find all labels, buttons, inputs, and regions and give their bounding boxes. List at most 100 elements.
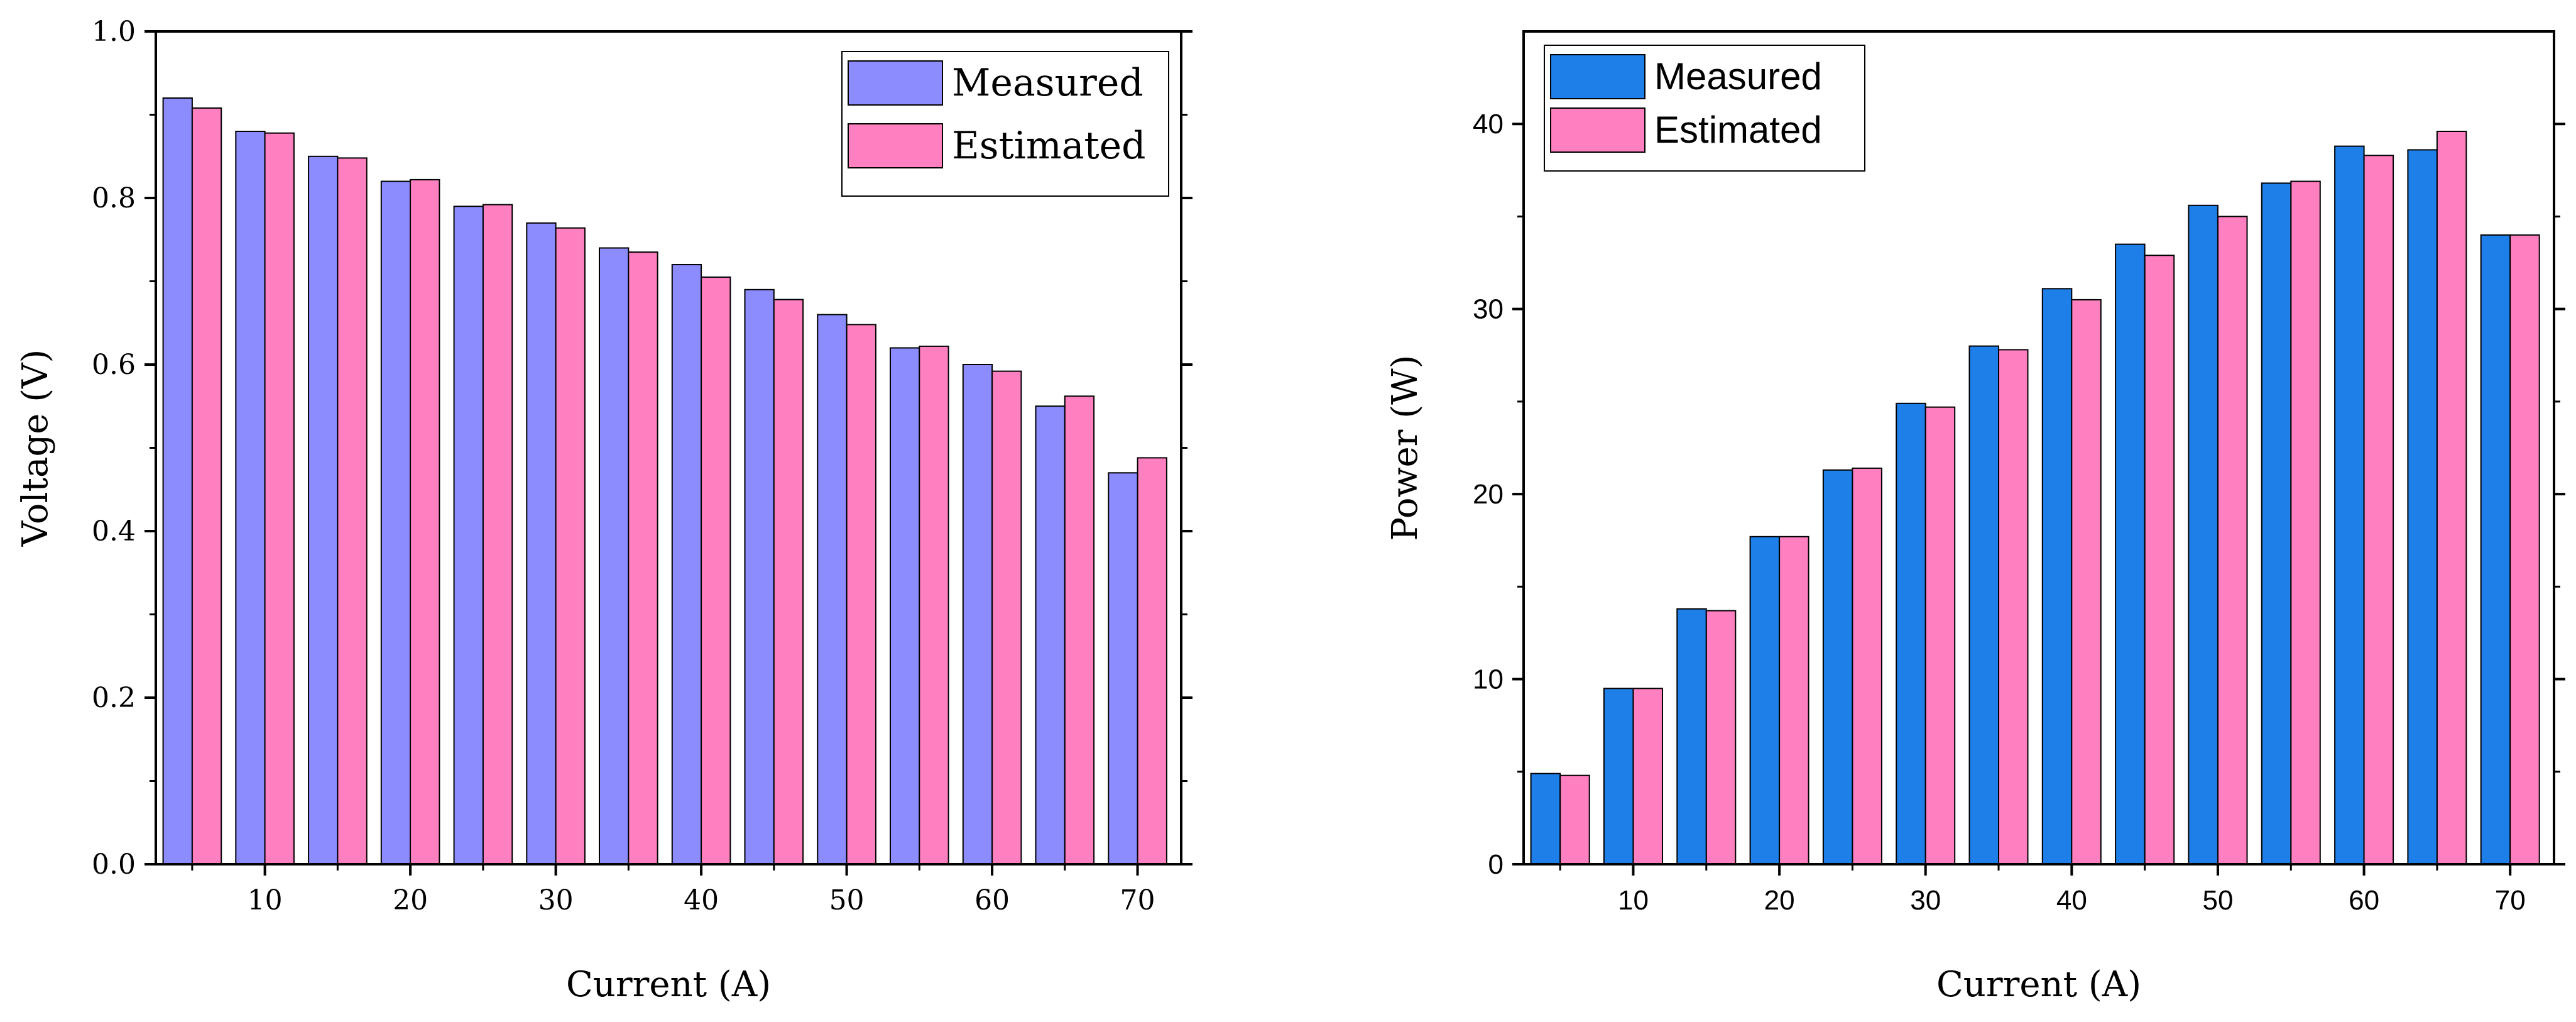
- y-tick-label: 0: [1488, 849, 1504, 880]
- y-tick-label: 0.0: [92, 849, 136, 881]
- legend: Measured Estimated: [1544, 45, 1865, 172]
- bar-estimated-65: [2436, 131, 2467, 865]
- bar-measured-30: [1896, 402, 1926, 865]
- bar-estimated-65: [1064, 395, 1095, 865]
- bar-estimated-50: [2217, 216, 2248, 865]
- bar-estimated-30: [555, 227, 586, 865]
- bar-estimated-70: [1137, 457, 1167, 865]
- bar-measured-20: [1749, 536, 1781, 865]
- bar-estimated-20: [410, 179, 440, 865]
- bar-measured-5: [162, 97, 193, 865]
- bar-measured-55: [890, 347, 920, 865]
- bar-measured-5: [1530, 772, 1561, 865]
- bar-measured-25: [1822, 469, 1853, 865]
- x-tick-label: 50: [2202, 885, 2233, 916]
- bar-measured-50: [2188, 204, 2219, 865]
- bar-measured-35: [599, 247, 630, 865]
- bar-estimated-45: [2144, 255, 2175, 865]
- bar-estimated-25: [482, 204, 513, 865]
- bar-estimated-40: [2071, 299, 2102, 865]
- bar-measured-10: [235, 131, 266, 865]
- bar-estimated-70: [2509, 234, 2540, 865]
- x-tick-label: 40: [2056, 885, 2087, 916]
- bar-estimated-15: [337, 157, 368, 865]
- legend-label-measured: Measured: [952, 61, 1143, 105]
- bar-measured-60: [2334, 145, 2365, 865]
- bar-measured-30: [526, 222, 557, 865]
- bar-estimated-20: [1779, 536, 1809, 865]
- legend: Measured Estimated: [841, 51, 1169, 197]
- bar-measured-15: [1676, 608, 1707, 865]
- x-tick-label: 70: [1120, 884, 1155, 916]
- legend-swatch-measured: [1550, 54, 1645, 99]
- bar-estimated-45: [773, 299, 804, 865]
- x-tick-label: 30: [538, 884, 574, 916]
- bar-estimated-10: [1632, 688, 1663, 865]
- legend-label-estimated: Estimated: [952, 124, 1146, 168]
- bar-measured-60: [962, 364, 993, 865]
- bar-measured-25: [453, 206, 484, 865]
- bar-measured-40: [2041, 288, 2073, 865]
- y-tick-label: 0.6: [92, 349, 136, 381]
- bar-estimated-10: [264, 132, 295, 865]
- x-tick-label: 20: [1764, 885, 1795, 916]
- bar-measured-35: [1968, 345, 1999, 865]
- bar-measured-50: [817, 314, 848, 865]
- bar-measured-20: [380, 180, 412, 865]
- bar-estimated-60: [991, 370, 1022, 865]
- bar-estimated-15: [1705, 610, 1737, 865]
- bar-measured-10: [1603, 688, 1634, 865]
- y-axis-label: Power (W): [1385, 354, 1426, 541]
- plot-frame: [1522, 30, 2555, 865]
- y-tick-label: 20: [1473, 479, 1504, 510]
- bar-measured-55: [2261, 182, 2292, 865]
- bar-estimated-55: [919, 345, 949, 865]
- y-tick-label: 0.4: [92, 515, 136, 547]
- bar-measured-45: [2115, 243, 2146, 865]
- x-tick-label: 20: [393, 884, 428, 916]
- bar-estimated-55: [2290, 180, 2321, 865]
- voltage-chart: 0.0 0.2 0.4 0.6 0.8 1.0 10 20 30 40 50 60 70 Current …: [15, 16, 1192, 1005]
- bar-estimated-35: [628, 251, 658, 865]
- bar-measured-70: [2480, 234, 2511, 865]
- x-tick-label: 60: [974, 884, 1010, 916]
- legend-swatch-estimated: [848, 123, 943, 168]
- x-tick-label: 50: [829, 884, 865, 916]
- legend-label-estimated: Estimated: [1654, 109, 1822, 151]
- bar-measured-40: [671, 264, 702, 865]
- y-tick-label: 10: [1473, 664, 1504, 695]
- y-tick-label: 30: [1473, 294, 1504, 325]
- y-tick-label: 0.8: [92, 182, 136, 214]
- bars-group: [1530, 131, 2540, 865]
- bar-estimated-5: [191, 107, 222, 865]
- bar-estimated-50: [846, 324, 876, 865]
- y-tick-label: 0.2: [92, 682, 136, 714]
- bar-estimated-35: [1998, 349, 2029, 865]
- bar-estimated-40: [701, 276, 731, 865]
- y-axis-label: Voltage (V): [15, 349, 56, 547]
- bar-estimated-5: [1559, 774, 1590, 865]
- x-tick-label: 60: [2349, 885, 2379, 916]
- y-tick-label: 1.0: [92, 16, 136, 48]
- bar-measured-15: [308, 155, 339, 865]
- x-tick-label: 30: [1910, 885, 1941, 916]
- legend-label-measured: Measured: [1654, 55, 1822, 97]
- x-tick-label: 10: [1618, 885, 1649, 916]
- x-axis-label: Current (A): [566, 964, 771, 1005]
- bars-group: [162, 97, 1167, 865]
- bar-estimated-25: [1852, 467, 1882, 865]
- x-tick-label: 10: [248, 884, 283, 916]
- x-axis-label: Current (A): [1936, 964, 2141, 1005]
- y-tick-label: 40: [1473, 109, 1504, 140]
- legend-swatch-estimated: [1550, 107, 1645, 153]
- x-tick-label: 70: [2495, 885, 2526, 916]
- bar-measured-65: [1035, 405, 1066, 865]
- bar-measured-65: [2407, 149, 2438, 865]
- legend-swatch-measured: [848, 60, 943, 106]
- bar-estimated-60: [2363, 155, 2394, 865]
- x-tick-label: 40: [684, 884, 719, 916]
- bar-measured-45: [744, 288, 775, 865]
- power-chart: 0 10 20 30 40 10 20 30 40 50 60 70 Current (A) Power …: [1385, 30, 2565, 1005]
- bar-estimated-30: [1924, 406, 1956, 865]
